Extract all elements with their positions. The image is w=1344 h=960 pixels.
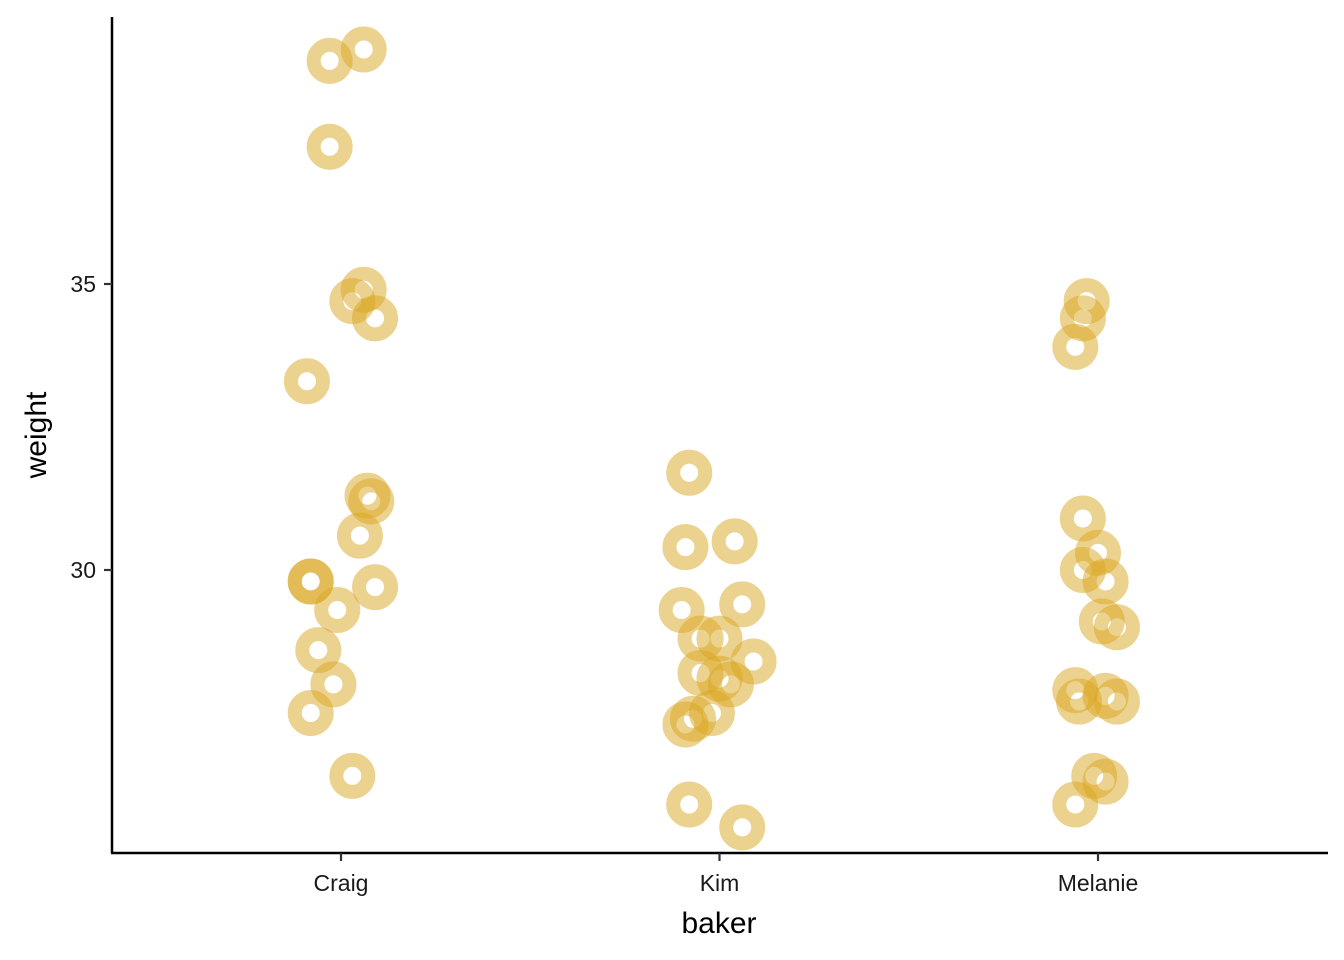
data-point bbox=[283, 358, 330, 405]
data-point bbox=[662, 524, 709, 571]
data-point bbox=[666, 781, 713, 828]
data-point bbox=[1082, 558, 1129, 605]
data-point bbox=[287, 690, 334, 736]
data-point bbox=[352, 295, 399, 342]
data-point bbox=[310, 661, 357, 708]
x-axis-title: baker bbox=[681, 907, 756, 940]
data-point bbox=[287, 558, 334, 605]
data-point bbox=[666, 449, 713, 496]
x-tick-label: Melanie bbox=[1058, 870, 1139, 896]
data-point bbox=[348, 478, 395, 525]
data-point bbox=[336, 512, 383, 559]
data-point bbox=[1093, 604, 1140, 651]
data-point bbox=[340, 26, 387, 73]
x-tick-label: Craig bbox=[314, 870, 369, 896]
data-point bbox=[719, 581, 766, 628]
y-tick-label: 35 bbox=[70, 271, 96, 297]
data-point bbox=[1093, 678, 1140, 725]
data-point bbox=[329, 752, 376, 799]
x-tick-label: Kim bbox=[700, 870, 740, 896]
data-point bbox=[306, 123, 353, 170]
data-point bbox=[730, 638, 777, 685]
y-axis-title: weight bbox=[20, 391, 53, 479]
data-point bbox=[670, 695, 717, 742]
data-point bbox=[696, 615, 743, 662]
data-point bbox=[1059, 495, 1106, 542]
y-ticks: 30 35 bbox=[70, 271, 112, 583]
points-layer bbox=[283, 26, 1140, 851]
y-tick-label: 30 bbox=[70, 557, 96, 583]
data-point bbox=[711, 518, 758, 565]
data-point bbox=[314, 587, 361, 634]
data-point bbox=[352, 564, 399, 611]
data-point bbox=[719, 804, 766, 851]
x-ticks: Craig Kim Melanie bbox=[314, 853, 1139, 896]
data-point bbox=[1052, 323, 1099, 370]
data-point bbox=[295, 627, 342, 674]
data-point bbox=[1052, 781, 1099, 828]
data-point bbox=[1082, 758, 1129, 805]
